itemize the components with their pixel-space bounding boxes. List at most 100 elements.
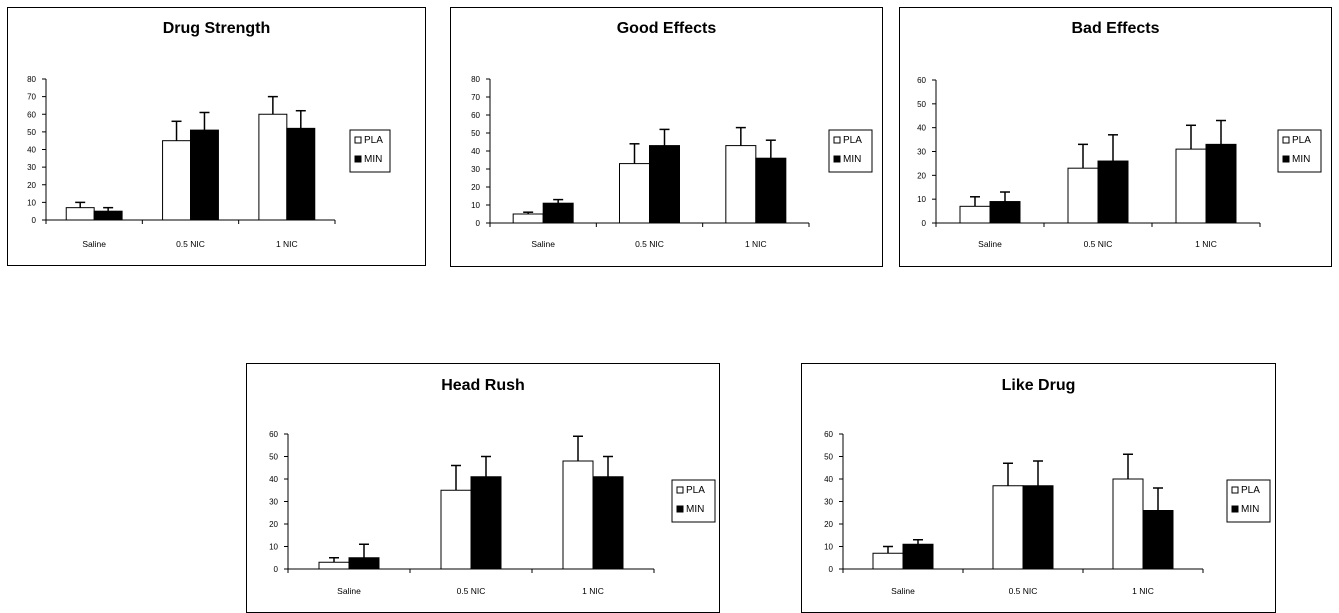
y-tick-label: 60 bbox=[824, 430, 833, 439]
chart-head-rush: Head Rush 0 10 20 30 40 50 60 Saline 0.5 NIC 1 NIC… bbox=[269, 377, 716, 596]
legend-label-min: MIN bbox=[364, 154, 382, 165]
y-tick-label: 10 bbox=[27, 198, 36, 207]
chart-panel-drug-strength: Drug Strength 0 10 20 30 40 50 60 70 80 Saline 0.5 … bbox=[7, 7, 426, 266]
bar-min bbox=[542, 202, 574, 224]
y-tick-label: 70 bbox=[471, 93, 480, 102]
y-tick-label: 40 bbox=[824, 475, 833, 484]
y-tick-label: 0 bbox=[829, 565, 834, 574]
legend-swatch-min bbox=[676, 505, 684, 513]
chart-good-effects: Good Effects 0 10 20 30 40 50 60 70 80 Saline 0.5 N… bbox=[471, 20, 873, 249]
y-tick-label: 20 bbox=[269, 520, 278, 529]
bar-min bbox=[902, 543, 934, 570]
bar-pla bbox=[725, 145, 757, 224]
x-category-label: 1 NIC bbox=[745, 239, 767, 249]
y-tick-label: 50 bbox=[471, 129, 480, 138]
bar-min bbox=[286, 127, 316, 221]
y-tick-label: 20 bbox=[824, 520, 833, 529]
bar-min bbox=[1022, 485, 1054, 570]
bar-min bbox=[989, 201, 1021, 224]
bar-min bbox=[592, 476, 624, 570]
chart-panel-bad-effects: Bad Effects 0 10 20 30 40 50 60 Saline 0.5 NIC 1 N… bbox=[899, 7, 1332, 267]
y-tick-label: 50 bbox=[269, 453, 278, 462]
bar-pla bbox=[872, 552, 904, 570]
legend-label-min: MIN bbox=[1241, 504, 1259, 515]
bar-pla bbox=[992, 485, 1024, 570]
legend-swatch-pla bbox=[676, 486, 684, 494]
chart-drug-strength: Drug Strength 0 10 20 30 40 50 60 70 80 Saline 0.5 … bbox=[27, 20, 391, 249]
legend-swatch-pla bbox=[833, 136, 841, 144]
bar-pla bbox=[258, 113, 288, 221]
bar-pla bbox=[1067, 167, 1099, 224]
chart-title: Good Effects bbox=[617, 20, 717, 37]
bar-min bbox=[1205, 143, 1237, 224]
legend-label-pla: PLA bbox=[843, 135, 862, 146]
chart-title: Bad Effects bbox=[1071, 20, 1159, 37]
bar-min bbox=[649, 145, 680, 224]
x-category-label: 0.5 NIC bbox=[1084, 239, 1113, 249]
bar-min bbox=[755, 157, 787, 224]
x-category-label: 1 NIC bbox=[1132, 586, 1154, 596]
bar-min bbox=[1142, 510, 1174, 570]
y-tick-label: 80 bbox=[471, 75, 480, 84]
chart-bad-effects: Bad Effects 0 10 20 30 40 50 60 Saline 0.5 NIC 1 N… bbox=[917, 20, 1322, 249]
legend-label-pla: PLA bbox=[1241, 485, 1260, 496]
y-tick-label: 20 bbox=[471, 183, 480, 192]
y-tick-label: 0 bbox=[922, 219, 927, 228]
bar-pla bbox=[162, 140, 192, 221]
chart-panel-good-effects: Good Effects 0 10 20 30 40 50 60 70 80 Saline 0.5 N… bbox=[450, 7, 883, 267]
bar-min bbox=[1097, 160, 1129, 224]
bar-min bbox=[93, 210, 123, 221]
y-tick-label: 10 bbox=[269, 543, 278, 552]
x-category-label: 0.5 NIC bbox=[1009, 586, 1038, 596]
y-tick-label: 30 bbox=[27, 163, 36, 172]
x-category-label: 0.5 NIC bbox=[176, 239, 205, 249]
legend-swatch-pla bbox=[1282, 136, 1290, 144]
y-tick-label: 0 bbox=[476, 219, 481, 228]
bar-pla bbox=[1112, 478, 1144, 570]
y-tick-label: 40 bbox=[471, 147, 480, 156]
y-tick-label: 60 bbox=[269, 430, 278, 439]
x-category-label: 0.5 NIC bbox=[457, 586, 486, 596]
x-category-label: Saline bbox=[82, 239, 106, 249]
legend-swatch-min bbox=[833, 155, 841, 163]
legend-label-min: MIN bbox=[1292, 154, 1310, 165]
x-category-label: 1 NIC bbox=[1195, 239, 1217, 249]
bar-min bbox=[190, 129, 219, 221]
chart-like-drug: Like Drug 0 10 20 30 40 50 60 Saline 0.5 NIC 1 NIC… bbox=[824, 377, 1271, 596]
bar-pla bbox=[959, 205, 991, 224]
y-tick-label: 30 bbox=[824, 498, 833, 507]
bar-min bbox=[470, 476, 502, 570]
y-tick-label: 10 bbox=[824, 543, 833, 552]
y-tick-label: 0 bbox=[274, 565, 279, 574]
legend-swatch-pla bbox=[1231, 486, 1239, 494]
bar-pla bbox=[512, 213, 544, 224]
y-tick-label: 30 bbox=[917, 148, 926, 157]
legend-label-pla: PLA bbox=[686, 485, 705, 496]
chart-title: Head Rush bbox=[441, 377, 525, 394]
x-category-label: 1 NIC bbox=[276, 239, 298, 249]
x-category-label: Saline bbox=[337, 586, 361, 596]
legend-swatch-min bbox=[354, 155, 362, 163]
x-category-label: 0.5 NIC bbox=[635, 239, 664, 249]
y-tick-label: 60 bbox=[917, 76, 926, 85]
y-tick-label: 40 bbox=[917, 124, 926, 133]
y-tick-label: 10 bbox=[917, 195, 926, 204]
x-category-label: 1 NIC bbox=[582, 586, 604, 596]
legend-label-pla: PLA bbox=[1292, 135, 1311, 146]
y-tick-label: 10 bbox=[471, 201, 480, 210]
chart-title: Drug Strength bbox=[163, 20, 271, 37]
y-tick-label: 50 bbox=[27, 128, 36, 137]
legend-swatch-min bbox=[1282, 155, 1290, 163]
y-tick-label: 20 bbox=[27, 181, 36, 190]
legend-label-pla: PLA bbox=[364, 135, 383, 146]
x-category-label: Saline bbox=[978, 239, 1002, 249]
bar-pla bbox=[318, 561, 350, 570]
legend-swatch-pla bbox=[354, 136, 362, 144]
x-category-label: Saline bbox=[891, 586, 915, 596]
y-tick-label: 30 bbox=[269, 498, 278, 507]
y-tick-label: 0 bbox=[32, 216, 37, 225]
y-tick-label: 50 bbox=[917, 100, 926, 109]
bar-pla bbox=[440, 489, 472, 570]
y-tick-label: 60 bbox=[27, 110, 36, 119]
x-category-label: Saline bbox=[531, 239, 555, 249]
